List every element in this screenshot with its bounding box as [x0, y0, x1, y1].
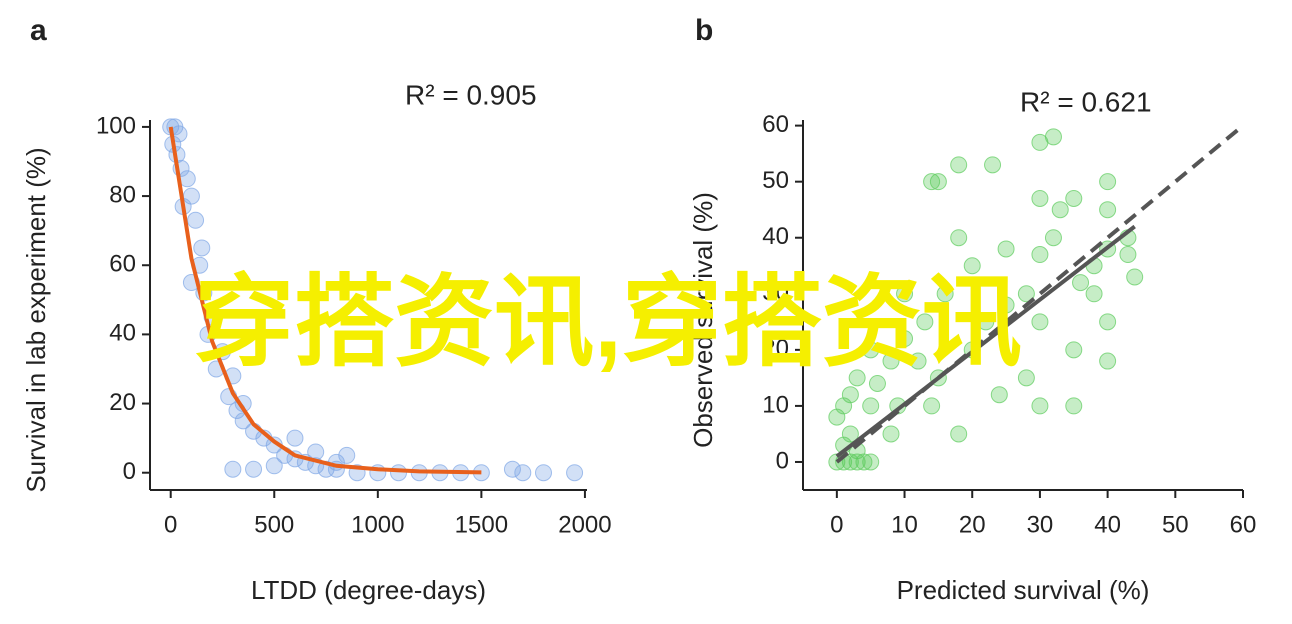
panel: a R² = 0.905 0 500 1000 1500 2000 0 20 40 60 80 100 L… [21, 14, 612, 605]
point [1044, 128, 1062, 146]
point [193, 239, 211, 257]
point [1099, 201, 1117, 219]
x-tick-label: 30 [1027, 511, 1054, 538]
point [909, 352, 927, 370]
y-tick-label: 20 [762, 335, 789, 362]
point [882, 425, 900, 443]
y-tick-label: 80 [109, 181, 136, 208]
point [1051, 201, 1069, 219]
point [1099, 352, 1117, 370]
y-axis-label: Survival in lab experiment (%) [21, 147, 51, 492]
x-tick-label: 10 [891, 511, 918, 538]
point [1065, 341, 1083, 359]
x-tick-label: 1500 [455, 511, 508, 538]
point [1065, 189, 1083, 207]
x-tick-label: 40 [1094, 511, 1121, 538]
point [963, 257, 981, 275]
watermark: 穿搭资讯,穿搭资讯 [194, 266, 1022, 378]
y-tick-label: 30 [762, 279, 789, 306]
y-tick-label: 10 [762, 391, 789, 418]
x-tick-label: 2000 [558, 511, 611, 538]
y-tick-label: 100 [96, 112, 136, 139]
point [882, 352, 900, 370]
panel-label: a [30, 14, 47, 47]
point [916, 313, 934, 331]
annotation: R² = 0.905 [405, 79, 537, 110]
y-tick-label: 0 [776, 447, 789, 474]
point [1031, 397, 1049, 415]
point [1044, 229, 1062, 247]
point [1099, 313, 1117, 331]
point [950, 425, 968, 443]
y-tick-label: 40 [762, 223, 789, 250]
fit-line [835, 224, 1136, 458]
point [936, 285, 954, 303]
point [1119, 246, 1137, 264]
point [896, 285, 914, 303]
point [868, 374, 886, 392]
point [566, 464, 584, 482]
point [923, 173, 941, 191]
point [929, 173, 947, 191]
point [1126, 268, 1144, 286]
panel: b R² = 0.621 0 10 20 30 40 50 60 0 10 20 30 40 50 60 Pre… [688, 14, 1256, 605]
point [923, 397, 941, 415]
point [984, 156, 1002, 174]
y-tick-label: 20 [109, 389, 136, 416]
point [1099, 173, 1117, 191]
point [1017, 285, 1035, 303]
point [841, 425, 859, 443]
point [1031, 313, 1049, 331]
point [896, 330, 914, 348]
fit-line [168, 126, 482, 475]
point [1072, 274, 1090, 292]
x-axis-label: LTDD (degree-days) [251, 575, 486, 605]
point [862, 453, 880, 471]
point [1017, 369, 1035, 387]
point [1031, 246, 1049, 264]
y-tick-label: 0 [123, 458, 136, 485]
point [514, 464, 532, 482]
point [286, 429, 304, 447]
point [1085, 285, 1103, 303]
y-tick-label: 40 [109, 320, 136, 347]
x-tick-label: 0 [830, 511, 843, 538]
point [848, 369, 866, 387]
point [265, 457, 283, 475]
x-tick-label: 20 [959, 511, 986, 538]
point [390, 464, 408, 482]
x-tick-label: 500 [254, 511, 294, 538]
x-tick-label: 50 [1162, 511, 1189, 538]
x-tick-label: 60 [1230, 511, 1257, 538]
point [841, 386, 859, 404]
point [338, 446, 356, 464]
point [997, 296, 1015, 314]
point [503, 460, 521, 478]
x-tick-label: 0 [164, 511, 177, 538]
point [990, 386, 1008, 404]
point [977, 313, 995, 331]
x-axis-label: Predicted survival (%) [897, 575, 1150, 605]
annotation: R² = 0.621 [1020, 86, 1152, 117]
point [245, 460, 263, 478]
point [187, 211, 205, 229]
point [1031, 189, 1049, 207]
point [535, 464, 553, 482]
y-tick-label: 60 [109, 251, 136, 278]
y-tick-label: 50 [762, 167, 789, 194]
y-axis-label: Observed survival (%) [688, 192, 718, 448]
point [1065, 397, 1083, 415]
point [950, 229, 968, 247]
x-tick-label: 1000 [351, 511, 404, 538]
y-tick-label: 60 [762, 111, 789, 138]
point [224, 460, 242, 478]
panel-label: b [695, 14, 713, 47]
point [862, 397, 880, 415]
point [862, 341, 880, 359]
point [950, 156, 968, 174]
point [997, 240, 1015, 258]
